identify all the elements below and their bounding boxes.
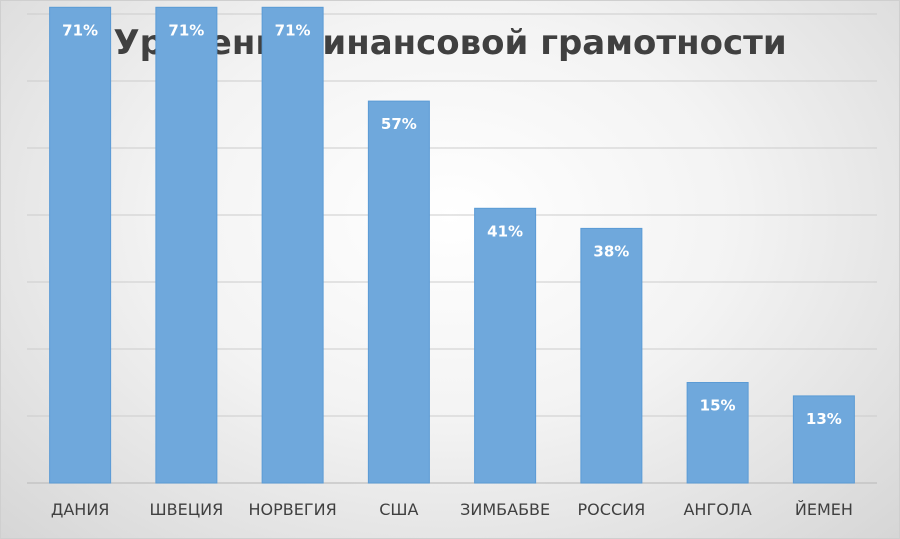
data-label: 71% <box>168 21 204 39</box>
x-tick-label: ШВЕЦИЯ <box>150 500 224 519</box>
x-tick-label: АНГОЛА <box>683 500 751 519</box>
data-label: 38% <box>593 242 629 260</box>
data-label: 15% <box>700 397 736 415</box>
bar <box>367 100 430 484</box>
x-tick-label: ЙЕМЕН <box>795 500 853 519</box>
data-label: 71% <box>62 21 98 39</box>
data-label: 71% <box>275 21 311 39</box>
bar <box>155 6 218 484</box>
bar <box>261 6 324 484</box>
bar <box>792 395 855 484</box>
x-tick-label: ЗИМБАБВЕ <box>460 500 550 519</box>
data-label: 41% <box>487 222 523 240</box>
data-label: 57% <box>381 115 417 133</box>
x-tick-label: ДАНИЯ <box>51 500 110 519</box>
bar <box>474 207 537 484</box>
data-label: 13% <box>806 410 842 428</box>
x-tick-label: РОССИЯ <box>578 500 646 519</box>
bar <box>686 382 749 484</box>
chart-title: Уровень финансовой грамотности <box>113 23 787 63</box>
bar <box>49 6 112 484</box>
x-tick-label: НОРВЕГИЯ <box>249 500 337 519</box>
x-tick-label: США <box>379 500 418 519</box>
bar <box>580 227 643 484</box>
